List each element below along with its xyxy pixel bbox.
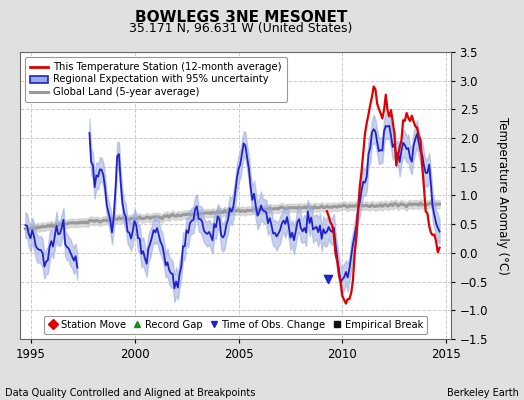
Text: Berkeley Earth: Berkeley Earth [447, 388, 519, 398]
Y-axis label: Temperature Anomaly (°C): Temperature Anomaly (°C) [496, 116, 509, 274]
Text: BOWLEGS 3NE MESONET: BOWLEGS 3NE MESONET [135, 10, 347, 25]
Text: 35.171 N, 96.631 W (United States): 35.171 N, 96.631 W (United States) [129, 22, 353, 35]
Text: Data Quality Controlled and Aligned at Breakpoints: Data Quality Controlled and Aligned at B… [5, 388, 256, 398]
Point [324, 276, 332, 282]
Legend: Station Move, Record Gap, Time of Obs. Change, Empirical Break: Station Move, Record Gap, Time of Obs. C… [44, 316, 427, 334]
